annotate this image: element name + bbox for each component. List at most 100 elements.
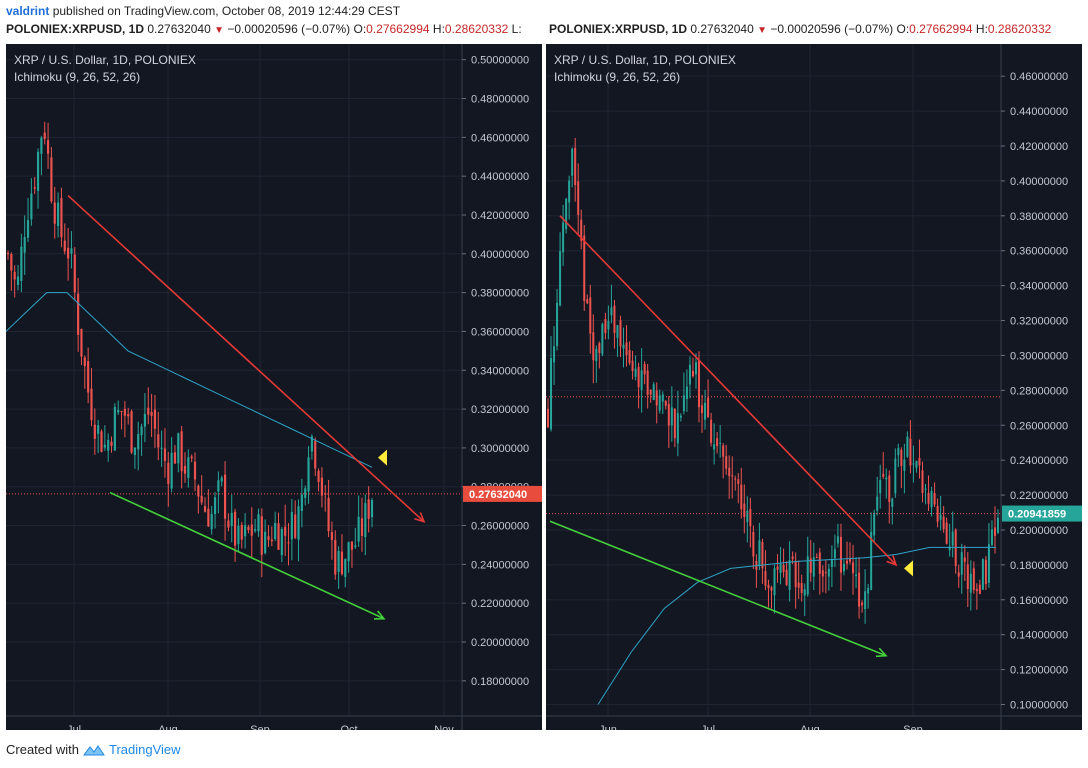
candle-body [360, 518, 364, 536]
candle [870, 512, 873, 591]
y-tick-label: 0.40000000 [471, 249, 529, 261]
candle-body [658, 395, 661, 411]
candle [344, 558, 347, 588]
candle-body [646, 370, 649, 395]
last-price: 0.27632040 [690, 22, 754, 36]
candle-body [740, 484, 743, 510]
candle [773, 564, 776, 614]
candle-body [547, 408, 549, 428]
candle-body [861, 602, 864, 606]
candle-body [300, 494, 303, 512]
chart-panel-left[interactable]: 0.50000000 0.48000000 0.46000000 0.44000000… [6, 44, 542, 730]
y-tick-label: 0.36000000 [1010, 246, 1068, 258]
candle [294, 500, 297, 540]
candle [764, 550, 767, 591]
candle [701, 394, 704, 433]
candle-body [758, 540, 761, 567]
yellow-marker-icon [378, 449, 387, 466]
chart-panel-right[interactable]: 0.46000000 0.44000000 0.42000000 0.40000000… [546, 44, 1082, 730]
candle-body [350, 541, 354, 550]
candle-body [746, 510, 749, 523]
y-tick-label: 0.32000000 [1010, 316, 1068, 328]
candle [147, 387, 150, 425]
candle-body [177, 433, 180, 464]
chart-canvas-right[interactable]: 0.46000000 0.44000000 0.42000000 0.40000000… [546, 44, 1082, 730]
candle [821, 565, 824, 593]
yellow-marker-icon [904, 560, 913, 577]
candle-body [728, 467, 731, 477]
candle-body [123, 408, 126, 416]
candle [725, 444, 728, 475]
candle-body [710, 419, 713, 443]
price-tag-label: 0.20941859 [1008, 509, 1066, 521]
y-tick-label: 0.24000000 [471, 559, 529, 571]
candle [673, 408, 676, 448]
y-tick-label: 0.14000000 [1010, 630, 1068, 642]
candle [978, 579, 981, 595]
y-tick-label: 0.42000000 [1010, 141, 1068, 153]
resistance-trend-line [67, 194, 425, 523]
candle-body [57, 202, 60, 227]
candle-body [598, 343, 601, 354]
candle [10, 252, 13, 291]
candle-body [556, 302, 559, 346]
candle [50, 147, 53, 204]
y-tick-label: 0.32000000 [471, 404, 529, 416]
candle [927, 475, 930, 512]
candle [26, 197, 30, 243]
high-value: 0.28620332 [987, 22, 1052, 36]
author-link[interactable]: valdrint [6, 4, 50, 18]
candle [634, 355, 637, 381]
candle-body [894, 458, 897, 494]
chart-title: XRP / U.S. Dollar, 1D, POLONIEX [554, 53, 736, 67]
candle-body [764, 571, 767, 586]
candle-body [13, 271, 16, 280]
candle-body [307, 457, 310, 492]
candle [230, 494, 233, 543]
candle [713, 423, 716, 465]
footer: Created with TradingView [6, 742, 181, 757]
candle [867, 583, 870, 609]
candle [314, 437, 317, 477]
candle [160, 430, 163, 467]
candle [734, 475, 737, 491]
grid [6, 44, 462, 716]
candle [806, 536, 809, 597]
candle-body [691, 370, 694, 377]
resistance-arrow-head [414, 512, 426, 523]
x-tick-label: Aug [158, 724, 178, 730]
candle [334, 530, 337, 580]
candle [43, 121, 46, 145]
candle [367, 486, 370, 533]
candle-body [257, 514, 260, 532]
candle [267, 525, 270, 547]
tradingview-brand-link[interactable]: TradingView [108, 742, 181, 757]
candle [827, 563, 830, 591]
price-tag-label: 0.27632040 [469, 489, 527, 501]
candle [264, 519, 267, 555]
candle-body [337, 550, 340, 572]
last-price: 0.27632040 [147, 22, 211, 36]
candle [234, 508, 237, 562]
candle-body [845, 560, 848, 564]
candle-body [117, 409, 120, 413]
candle-body [550, 358, 553, 430]
candle-body [240, 524, 243, 540]
candle-body [157, 434, 160, 448]
candle-body [297, 506, 300, 540]
candle-body [327, 497, 330, 532]
chart-canvas-left[interactable]: 0.50000000 0.48000000 0.46000000 0.44000000… [6, 44, 542, 730]
candle-body [794, 561, 797, 588]
candle [803, 583, 806, 617]
y-tick-label: 0.30000000 [471, 443, 529, 455]
candle-body [930, 490, 933, 508]
price-tag-bg [1002, 505, 1082, 522]
candle-body [130, 411, 133, 453]
candle [173, 445, 177, 464]
candle [852, 544, 855, 595]
candle-body [70, 248, 73, 254]
y-tick-label: 0.38000000 [471, 288, 529, 300]
candle-body [628, 350, 631, 363]
candle [150, 393, 153, 438]
candle [957, 564, 960, 588]
